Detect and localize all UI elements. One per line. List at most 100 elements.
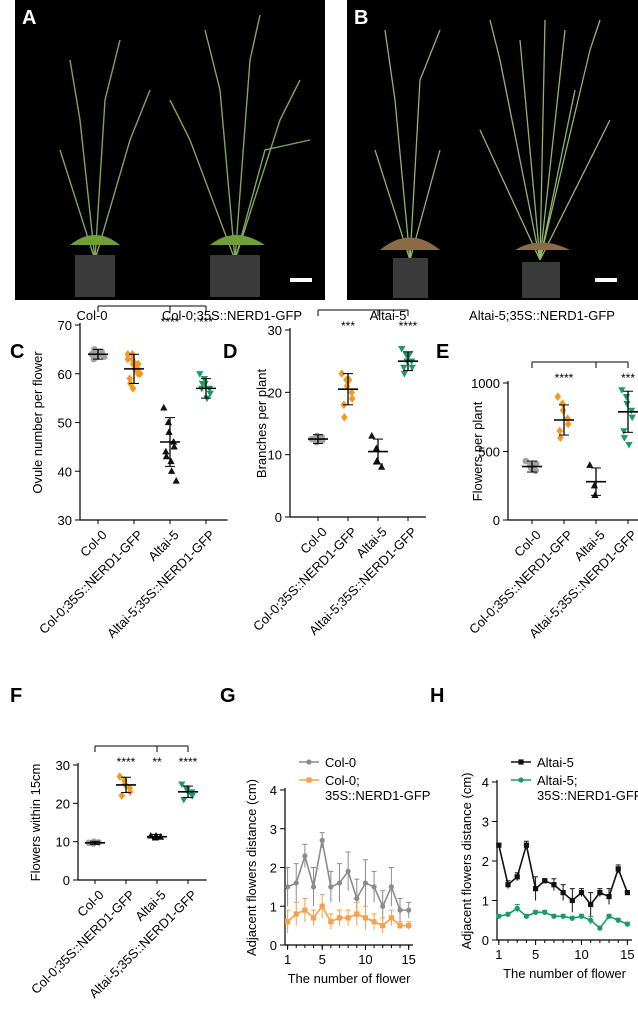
point xyxy=(124,354,132,364)
point xyxy=(345,868,351,874)
panel-letter: E xyxy=(436,341,449,363)
point xyxy=(377,463,386,470)
x-tick-label: 1 xyxy=(495,947,502,962)
point xyxy=(620,428,628,435)
point xyxy=(371,884,377,890)
point xyxy=(336,880,343,886)
x-tick-label: 5 xyxy=(532,947,539,962)
panel-letter: A xyxy=(22,7,36,29)
point xyxy=(388,915,394,921)
point xyxy=(523,842,529,848)
point xyxy=(180,796,188,804)
point xyxy=(313,438,320,446)
y-tick-label: 500 xyxy=(478,445,500,460)
point xyxy=(554,392,562,401)
y-tick-label: 0 xyxy=(482,933,489,948)
significance: *** xyxy=(621,371,635,385)
point xyxy=(397,923,403,929)
point xyxy=(557,433,564,443)
x-tick-label: 15 xyxy=(401,952,415,967)
point xyxy=(293,880,299,886)
point xyxy=(624,921,631,927)
point xyxy=(496,913,502,919)
point xyxy=(397,907,403,913)
point xyxy=(162,447,170,455)
significance: ** xyxy=(152,755,162,769)
x-tick-label: 15 xyxy=(620,947,634,962)
x-tick-label: 10 xyxy=(574,947,588,962)
point xyxy=(578,890,585,896)
photo-caption: Col-0 xyxy=(76,308,107,323)
point xyxy=(116,772,124,781)
point xyxy=(206,390,214,398)
point xyxy=(522,457,530,465)
x-tick-label: 10 xyxy=(358,952,372,967)
point xyxy=(559,399,566,408)
point xyxy=(172,477,180,484)
panel-letter: H xyxy=(430,685,444,707)
point xyxy=(597,925,603,931)
y-tick-label: 4 xyxy=(270,783,277,798)
point xyxy=(591,491,599,498)
point xyxy=(336,915,343,921)
point xyxy=(162,452,171,460)
point xyxy=(167,457,175,465)
y-tick-label: 4 xyxy=(482,775,489,790)
point xyxy=(310,884,317,890)
photo-b xyxy=(347,0,638,300)
point xyxy=(362,880,369,886)
point xyxy=(400,364,408,372)
y-tick-label: 1 xyxy=(270,899,277,914)
photo-caption: Altai-5;35S::NERD1-GFP xyxy=(469,308,615,323)
panel-letter: C xyxy=(10,341,24,363)
point xyxy=(532,467,539,474)
point xyxy=(514,905,520,912)
point xyxy=(183,787,191,794)
point xyxy=(597,890,603,896)
point xyxy=(518,777,524,783)
point xyxy=(198,380,207,388)
panel-letter: D xyxy=(223,341,237,363)
photo-caption: Col-0;35S::NERD1-GFP xyxy=(162,308,302,323)
y-axis-title: Flowers per plant xyxy=(470,401,485,501)
point xyxy=(371,919,377,925)
significance: *** xyxy=(199,315,213,329)
point xyxy=(624,890,631,896)
legend-label: Col-0 xyxy=(325,755,356,770)
point xyxy=(523,913,529,919)
x-axis-title: The number of flower xyxy=(288,971,412,986)
point xyxy=(293,911,299,917)
point xyxy=(388,884,394,890)
y-tick-label: 1 xyxy=(482,894,489,909)
significance: **** xyxy=(117,755,136,769)
point xyxy=(620,435,629,442)
y-axis-title: Adjacent flowers distance (cm) xyxy=(459,772,474,949)
significance: **** xyxy=(179,755,198,769)
point xyxy=(167,467,176,474)
point xyxy=(284,919,291,925)
point xyxy=(505,911,511,917)
point xyxy=(405,352,413,359)
significance: *** xyxy=(341,319,355,333)
significance: **** xyxy=(399,319,418,333)
point xyxy=(126,374,134,383)
x-axis-title: The number of flower xyxy=(503,966,627,981)
y-tick-label: 0 xyxy=(493,513,500,528)
point xyxy=(398,346,406,353)
point xyxy=(129,354,136,364)
point xyxy=(380,903,386,909)
point xyxy=(338,369,346,378)
point xyxy=(203,395,211,403)
point xyxy=(319,837,325,843)
point xyxy=(164,418,173,426)
point xyxy=(318,437,326,444)
y-tick-label: 2 xyxy=(270,861,277,876)
legend-label: Altai-5; 35S::NERD1-GFP xyxy=(537,773,638,803)
point xyxy=(306,759,312,765)
point xyxy=(200,375,209,383)
point xyxy=(606,893,612,900)
y-tick-label: 20 xyxy=(56,796,70,811)
point xyxy=(606,913,612,919)
point xyxy=(372,444,381,452)
point xyxy=(569,897,575,904)
